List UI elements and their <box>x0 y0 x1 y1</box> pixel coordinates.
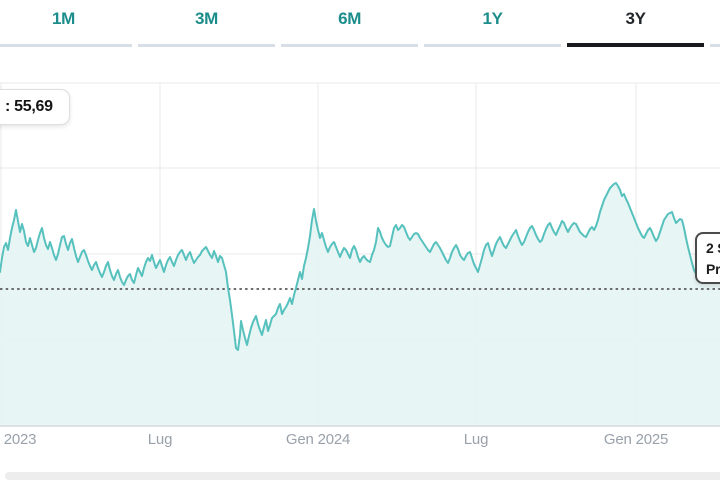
series-area-fill <box>0 183 720 426</box>
tab-1y[interactable]: 1Y <box>424 0 562 47</box>
x-tick-lug-2023: Lug <box>147 431 173 448</box>
legend-tooltip: : 55,69 <box>0 89 70 125</box>
tab-1m-label: 1M <box>52 9 76 28</box>
tab-3y-label: 3Y <box>625 9 647 28</box>
x-tick-gen-2025: Gen 2025 <box>603 431 669 448</box>
x-tick-2023: 2023 <box>3 431 37 448</box>
x-tick-gen-2024: Gen 2024 <box>285 431 351 448</box>
crosshair-price: Pr <box>706 261 720 277</box>
tab-1y-label: 1Y <box>482 9 504 28</box>
price-line-chart-canvas[interactable] <box>0 47 720 472</box>
tab-next-partial[interactable] <box>710 0 720 47</box>
tab-3m-label: 3M <box>195 9 219 28</box>
tab-1m[interactable]: 1M <box>0 0 133 47</box>
tab-6m-label: 6M <box>338 9 362 28</box>
price-line-series <box>0 182 720 351</box>
x-tick-lug-2024: Lug <box>463 431 489 448</box>
crosshair-date: 2 S <box>706 240 720 256</box>
tab-3m[interactable]: 3M <box>138 0 276 47</box>
crosshair-tooltip: 2 S Pr <box>695 232 720 284</box>
legend-value: : 55,69 <box>5 98 53 115</box>
period-tabs: 1M 3M 6M 1Y 3Y <box>0 0 720 47</box>
price-chart[interactable]: 2023 Lug Gen 2024 Lug Gen 2025 : 55,69 2… <box>0 47 720 472</box>
tab-6m[interactable]: 6M <box>281 0 419 47</box>
tab-3y[interactable]: 3Y <box>567 0 705 47</box>
scrollbar-track[interactable] <box>5 472 720 480</box>
